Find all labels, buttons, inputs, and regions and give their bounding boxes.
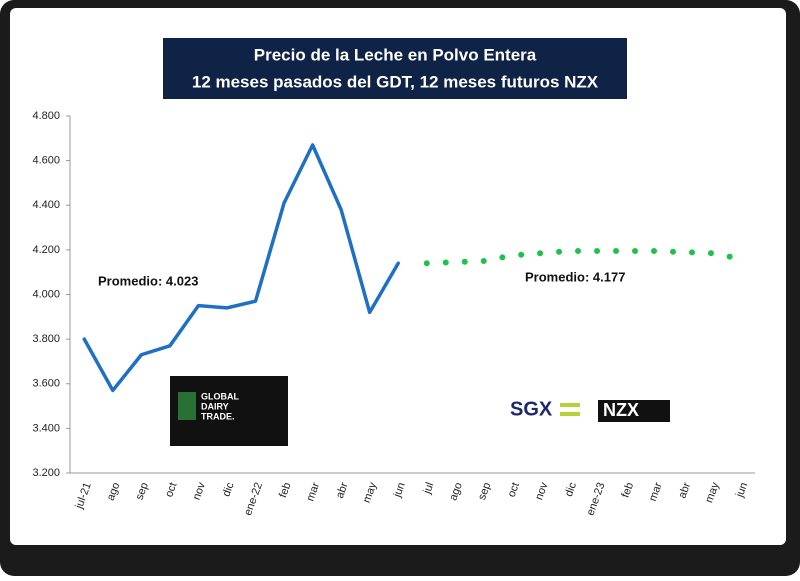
annotation: Promedio: 4.177 [525,269,625,284]
series-line [82,143,400,393]
x-tick-label: abr [676,481,693,500]
y-tick-label: 4.400 [32,199,60,211]
y-tick-label: 3.600 [32,378,60,390]
logo-icon [560,412,580,416]
sgx-logo: SGX [510,398,553,420]
y-tick-label: 3.200 [32,467,60,479]
y-tick-label: 3.800 [32,333,60,345]
logo-text: TRADE. [201,411,235,421]
x-tick-label: feb [620,481,637,499]
x-tick-label: oct [163,481,179,499]
y-tick-label: 4.800 [32,110,60,122]
x-tick-label: ago [105,481,123,502]
x-tick-label: jun [734,481,751,500]
gdt-logo: GLOBAL DAIRY TRADE. [170,376,288,446]
nzx-logo: NZX [603,400,639,420]
logo-icon [560,403,580,407]
x-tick-label: dic [563,480,579,498]
x-tick-label: sep [476,481,493,502]
y-tick-label: 4.000 [32,288,60,300]
title-box [163,38,627,99]
x-tick-label: nov [533,480,551,501]
x-tick-label: ago [447,481,465,502]
y-tick-label: 3.400 [32,422,60,434]
y-tick-label: 4.600 [32,155,60,167]
x-tick-label: feb [277,481,294,499]
logo-text: DAIRY [201,401,229,411]
logo-icon [178,392,196,420]
nzx-box [598,400,670,422]
x-tick-label: jun [391,481,408,500]
chart-title: Precio de la Leche en Polvo Entera [254,45,537,64]
x-tick-label: sep [134,481,151,502]
x-tick-label: dic [220,480,236,498]
x-tick-label: jul [421,481,436,496]
annotation: Promedio: 4.023 [98,273,198,288]
x-tick-label: oct [506,481,522,499]
chart-subtitle: 12 meses pasados del GDT, 12 meses futur… [192,72,599,91]
logo-text: GLOBAL [201,391,239,401]
x-tick-label: nov [191,480,209,501]
x-tick-label: abr [334,481,351,500]
y-tick-label: 4.200 [32,244,60,256]
